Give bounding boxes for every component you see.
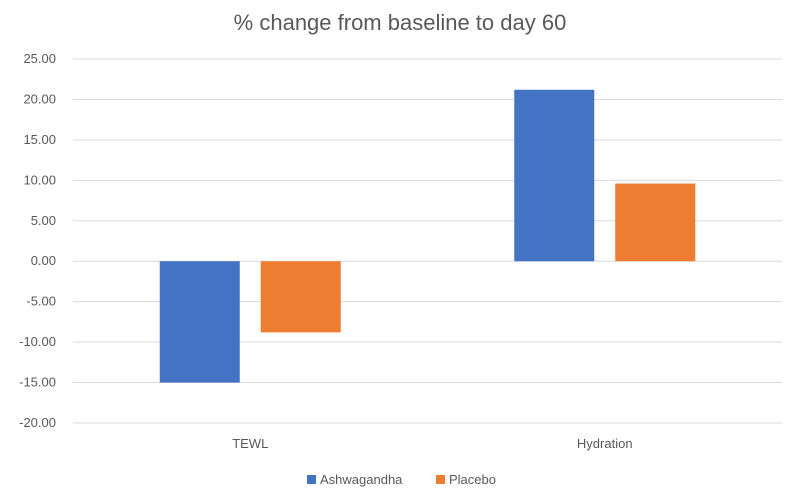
y-tick-label: 10.00 (23, 172, 56, 187)
legend: Ashwagandha Placebo (307, 472, 496, 487)
y-tick-label: 15.00 (23, 132, 56, 147)
bars (159, 89, 696, 383)
y-tick-label: -10.00 (19, 334, 56, 349)
bar-placebo-tewl (260, 261, 341, 333)
y-tick-label: 5.00 (31, 213, 56, 228)
bar-ashwagandha-tewl (159, 261, 240, 383)
y-tick-label: -15.00 (19, 375, 56, 390)
legend-swatch-placebo (436, 475, 445, 484)
x-axis-category-labels: TEWL Hydration (232, 436, 632, 451)
x-category-label: TEWL (232, 436, 268, 451)
legend-label-ashwagandha: Ashwagandha (320, 472, 403, 487)
x-category-label: Hydration (577, 436, 633, 451)
legend-label-placebo: Placebo (449, 472, 496, 487)
y-tick-label: 25.00 (23, 51, 56, 66)
legend-swatch-ashwagandha (307, 475, 316, 484)
y-tick-label: 0.00 (31, 253, 56, 268)
bar-ashwagandha-hydration (514, 89, 595, 262)
y-tick-label: -20.00 (19, 415, 56, 430)
y-axis-tick-labels: 25.00 20.00 15.00 10.00 5.00 0.00 -5.00 -10.00 -… (19, 51, 56, 430)
y-tick-label: -5.00 (26, 294, 56, 309)
y-tick-label: 20.00 (23, 91, 56, 106)
bar-placebo-hydration (615, 183, 696, 262)
chart-title: % change from baseline to day 60 (234, 10, 567, 35)
